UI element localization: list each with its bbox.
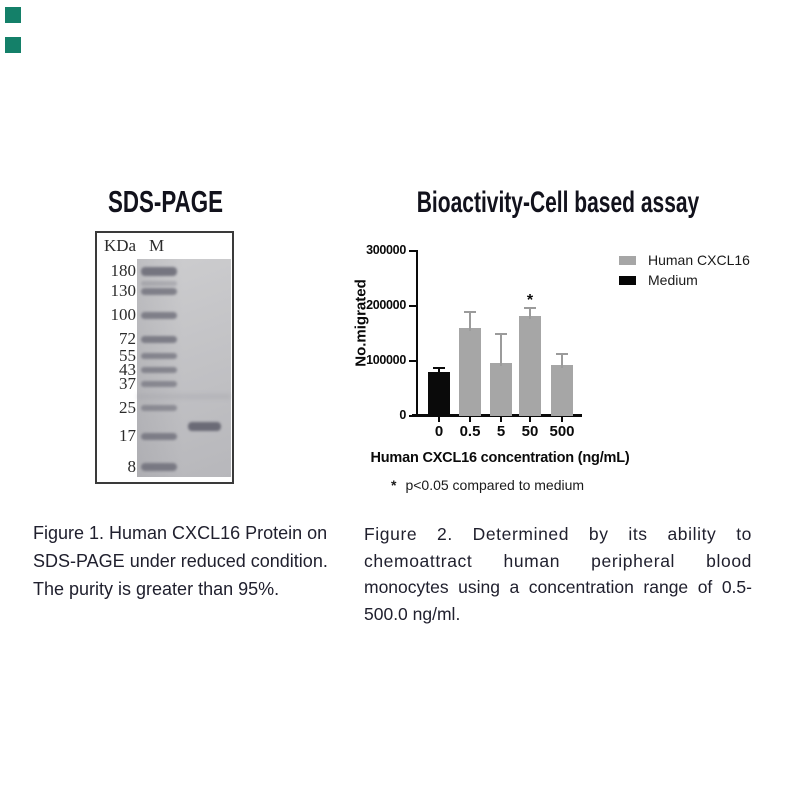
sds-page-title: SDS-PAGE [108, 184, 223, 219]
y-tick-label: 100000 [366, 353, 406, 367]
legend-swatch-medium [619, 275, 636, 285]
y-tick-label: 200000 [366, 298, 406, 312]
figure1-caption: Figure 1. Human CXCL16 Protein on SDS-PA… [33, 519, 343, 603]
caption-line: chemoattract human peripheral blood [364, 550, 752, 571]
kda-unit-label: KDa [104, 236, 137, 255]
ladder-band [141, 311, 177, 319]
legend-swatch-human-cxcl16 [619, 255, 636, 265]
y-tick [409, 250, 416, 252]
legend-label: Medium [648, 272, 698, 288]
chart-title: Bioactivity-Cell based assay [416, 186, 700, 219]
legend-item-medium: Medium [619, 272, 698, 288]
ladder-label: 55 [119, 346, 136, 365]
ladder-band [141, 367, 177, 373]
ladder-label: 17 [119, 426, 136, 445]
ladder-band [141, 381, 177, 387]
ladder-label: 37 [119, 374, 136, 393]
x-axis-title: Human CXCL16 concentration (ng/mL) [370, 450, 630, 466]
caption-line: Figure 1. Human CXCL16 Protein on [33, 523, 328, 543]
ladder-band [141, 280, 177, 286]
caption-line: monocytes using a concentration range of… [364, 577, 752, 597]
ladder-label: 100 [110, 305, 137, 324]
y-axis-line [416, 250, 418, 416]
bar [551, 365, 573, 416]
x-tick [469, 417, 471, 422]
y-tick [409, 360, 416, 362]
error-bar-cap [556, 353, 568, 355]
error-bar-cap [495, 333, 507, 335]
ladder-band [141, 405, 177, 411]
ladder-band [141, 432, 177, 440]
gel-smear [137, 394, 231, 399]
y-tick [409, 415, 416, 417]
ladder-label: 43 [119, 360, 136, 379]
x-tick-label: 0.5 [459, 423, 481, 440]
y-tick [409, 305, 416, 307]
caption-line: 500.0 ng/ml. [364, 603, 461, 624]
x-tick [438, 417, 440, 422]
bar [490, 363, 512, 416]
caption-line: The purity is greater than 95%. [33, 579, 280, 599]
ladder-band [141, 266, 177, 276]
footnote-star-marker: * [391, 477, 397, 493]
x-tick-label: 50 [521, 423, 539, 440]
x-tick-label: 500 [549, 423, 575, 440]
x-tick-label: 5 [496, 423, 506, 440]
ladder-band [141, 353, 177, 359]
bar [459, 328, 481, 416]
chart-footnote: * p<0.05 compared to medium [391, 477, 584, 493]
ladder-label: 130 [110, 281, 137, 300]
gel-image [137, 259, 231, 477]
x-tick-label: 0 [434, 423, 444, 440]
footnote-text: p<0.05 compared to medium [405, 477, 585, 493]
error-bar [561, 354, 563, 368]
bar [519, 316, 541, 416]
error-bar [469, 312, 471, 331]
significance-star: * [526, 292, 534, 309]
ladder-band [141, 287, 177, 295]
bar [428, 372, 450, 416]
error-bar [529, 308, 531, 319]
ladder-label: 8 [127, 457, 137, 476]
ladder-label: 180 [110, 261, 137, 280]
x-tick [529, 417, 531, 422]
ladder-label: 72 [119, 329, 136, 348]
error-bar-cap [524, 307, 536, 309]
watermark-square-top [5, 7, 21, 23]
marker-lane-label: M [149, 236, 165, 255]
sample-protein-band [188, 422, 221, 431]
y-tick-label: 300000 [366, 243, 406, 257]
error-bar-cap [464, 311, 476, 313]
figure2-caption: Figure 2. Determined by its ability to c… [364, 521, 752, 627]
caption-line: SDS-PAGE under reduced condition. [33, 551, 328, 571]
legend-item-human-cxcl16: Human CXCL16 [619, 252, 750, 268]
caption-line: Figure 2. Determined by its ability to [364, 524, 752, 544]
legend-label: Human CXCL16 [648, 252, 750, 268]
y-tick-label: 0 [399, 408, 406, 422]
ladder-band [141, 463, 177, 471]
watermark-square-bottom [5, 37, 21, 53]
ladder-label: 25 [119, 398, 136, 417]
error-bar-cap [433, 367, 445, 369]
error-bar [438, 368, 440, 375]
ladder-band [141, 335, 177, 343]
error-bar [500, 334, 502, 366]
x-tick [561, 417, 563, 422]
x-tick [500, 417, 502, 422]
